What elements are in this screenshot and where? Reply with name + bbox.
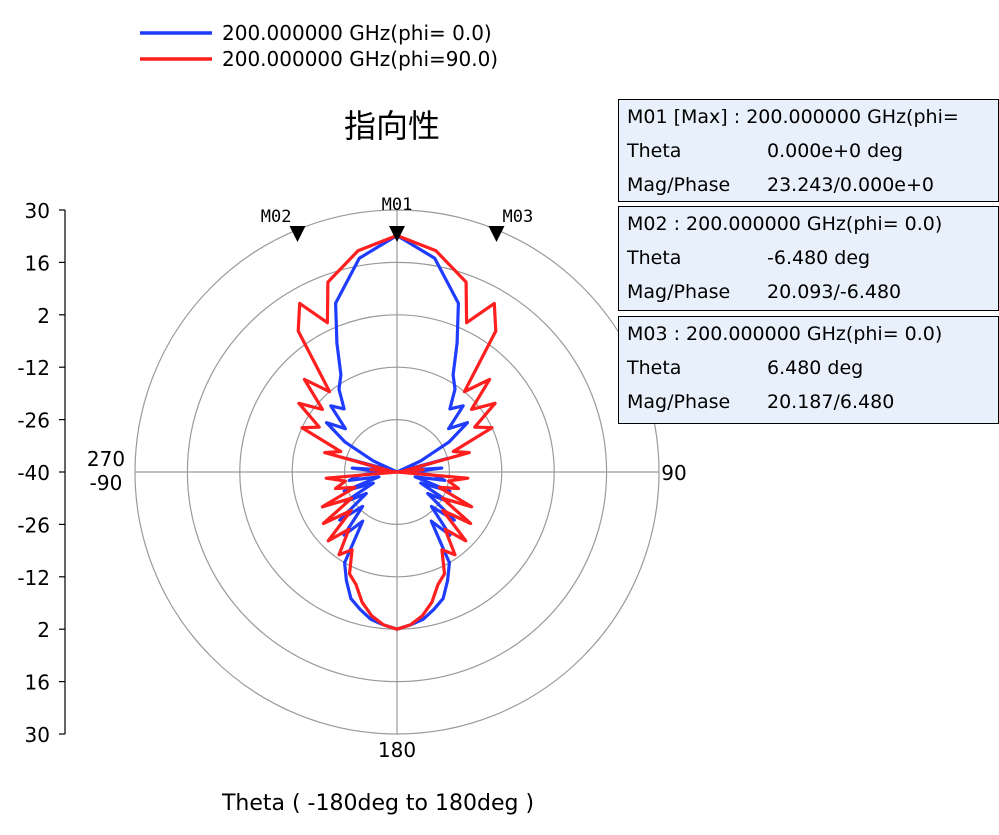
- marker-label-m03: M03: [502, 207, 533, 227]
- marker-mag-value: 20.187/6.480: [767, 391, 895, 413]
- chart-title: 指向性: [344, 107, 440, 145]
- legend-label: 200.000000 GHz(phi= 0.0): [222, 21, 492, 45]
- marker-theta-label: Theta: [627, 140, 682, 162]
- marker-mag-label: Mag/Phase: [627, 281, 731, 303]
- marker-box-m01: M01 [Max] : 200.000000 GHz(phi= Theta 0.0…: [618, 99, 999, 202]
- marker-header: M02 : 200.000000 GHz(phi= 0.0): [627, 213, 943, 235]
- marker-mag-label: Mag/Phase: [627, 174, 731, 196]
- marker-triangle-m02: [289, 226, 306, 242]
- marker-header: M03 : 200.000000 GHz(phi= 0.0): [627, 323, 943, 345]
- marker-triangle-m03: [488, 226, 505, 242]
- angle-label-180: 180: [378, 738, 416, 762]
- radial-tick-label: -12: [17, 566, 50, 590]
- marker-theta-label: Theta: [627, 357, 682, 379]
- radial-tick-label: -40: [17, 461, 50, 485]
- angle-label-90: 90: [661, 461, 686, 485]
- radial-tick-label: 16: [25, 251, 50, 275]
- marker-theta-value: -6.480 deg: [767, 247, 871, 269]
- marker-triangle-m01: [389, 226, 405, 242]
- marker-theta-value: 6.480 deg: [767, 357, 864, 379]
- radial-tick-label: -26: [17, 513, 50, 537]
- marker-header: M01 [Max] : 200.000000 GHz(phi=: [627, 106, 959, 128]
- radial-tick-label: 2: [37, 618, 50, 642]
- marker-mag-label: Mag/Phase: [627, 391, 731, 413]
- angle-label-270: 270: [87, 447, 125, 471]
- legend-label: 200.000000 GHz(phi=90.0): [222, 47, 498, 71]
- marker-box-m03: M03 : 200.000000 GHz(phi= 0.0) Theta 6.48…: [618, 316, 999, 424]
- marker-theta-label: Theta: [627, 247, 682, 269]
- marker-label-m02: M02: [261, 207, 292, 227]
- angle-label-minus90: -90: [90, 471, 123, 495]
- radial-tick-label: -26: [17, 409, 50, 433]
- marker-box-m02: M02 : 200.000000 GHz(phi= 0.0) Theta -6.4…: [618, 206, 999, 311]
- marker-mag-value: 23.243/0.000e+0: [767, 174, 934, 196]
- x-axis-label: Theta ( -180deg to 180deg ): [221, 791, 534, 816]
- radial-tick-label: -12: [17, 356, 50, 380]
- series-line-phi90: [296, 233, 498, 631]
- marker-mag-value: 20.093/-6.480: [767, 281, 902, 303]
- radial-tick-label: 30: [25, 723, 50, 747]
- radial-tick-label: 2: [37, 304, 50, 328]
- radial-tick-label: 16: [25, 671, 50, 695]
- marker-label-m01: M01: [382, 195, 413, 215]
- marker-theta-value: 0.000e+0 deg: [767, 140, 903, 162]
- radial-tick-label: 30: [25, 199, 50, 223]
